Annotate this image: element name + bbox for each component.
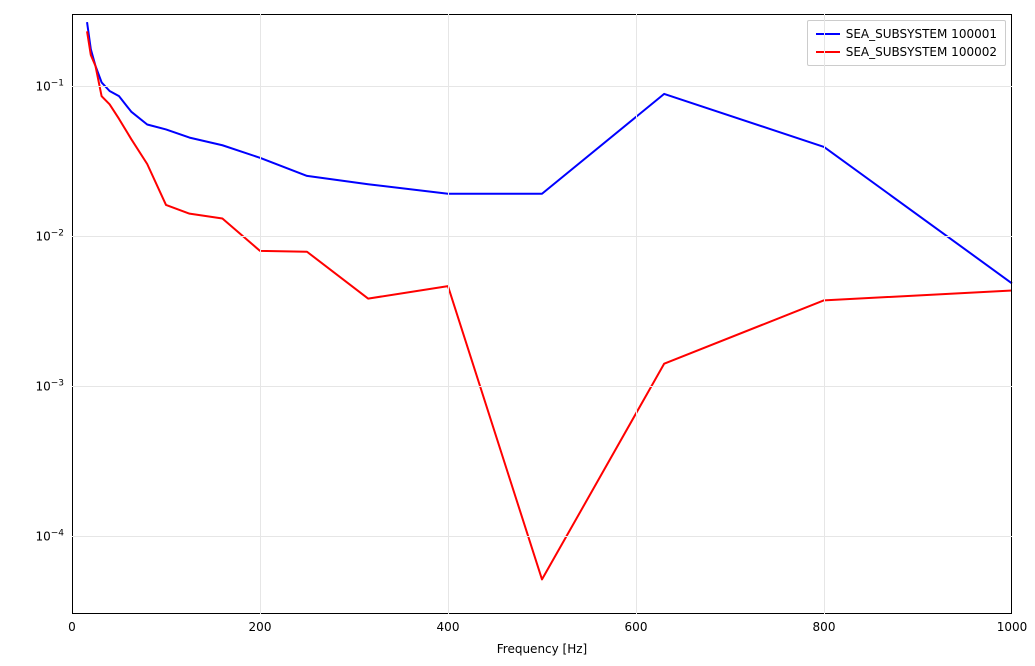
x-tick-label: 1000 (997, 620, 1028, 634)
series-line (87, 31, 1012, 579)
chart-figure: Frequency [Hz] Multiple Quantities SEA_S… (0, 0, 1035, 666)
legend-swatch (816, 33, 840, 35)
legend-swatch (816, 51, 840, 53)
gridline-v (636, 14, 637, 614)
plot-area: Frequency [Hz] Multiple Quantities SEA_S… (72, 14, 1012, 614)
gridline-h (72, 386, 1012, 387)
legend-label: SEA_SUBSYSTEM 100001 (846, 25, 997, 43)
gridline-v (260, 14, 261, 614)
x-axis-label: Frequency [Hz] (497, 642, 588, 656)
legend-row: SEA_SUBSYSTEM 100001 (816, 25, 997, 43)
gridline-h (72, 236, 1012, 237)
gridline-v (824, 14, 825, 614)
y-tick-label: 10−4 (35, 528, 64, 543)
gridline-h (72, 86, 1012, 87)
y-tick-label: 10−3 (35, 378, 64, 393)
x-tick-label: 400 (437, 620, 460, 634)
legend: SEA_SUBSYSTEM 100001SEA_SUBSYSTEM 100002 (807, 20, 1006, 66)
gridline-v (448, 14, 449, 614)
y-tick-label: 10−1 (35, 78, 64, 93)
y-tick-label: 10−2 (35, 228, 64, 243)
legend-label: SEA_SUBSYSTEM 100002 (846, 43, 997, 61)
x-tick-label: 600 (625, 620, 648, 634)
x-tick-label: 200 (249, 620, 272, 634)
legend-row: SEA_SUBSYSTEM 100002 (816, 43, 997, 61)
x-tick-label: 800 (813, 620, 836, 634)
gridline-h (72, 536, 1012, 537)
x-tick-label: 0 (68, 620, 76, 634)
data-layer (72, 14, 1012, 614)
